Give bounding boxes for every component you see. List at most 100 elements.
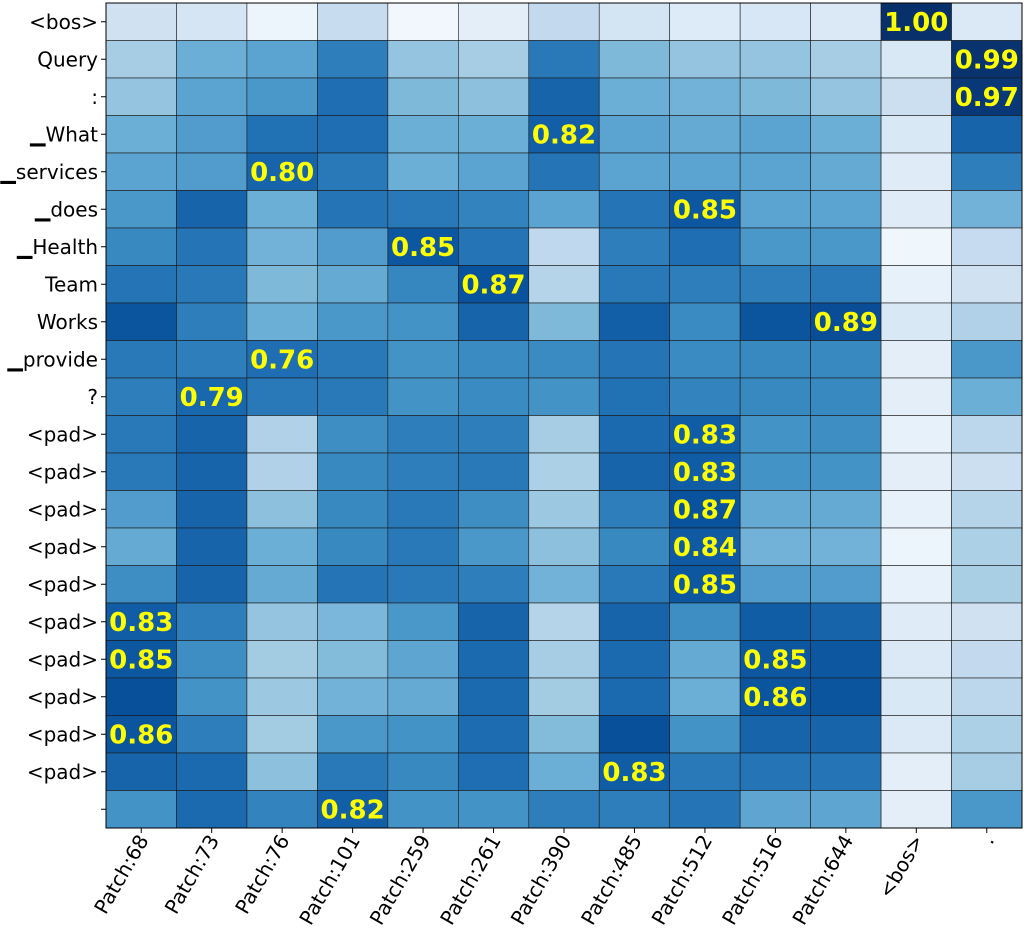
cell-value-label: 0.80	[250, 158, 314, 188]
cell-value-label: 0.76	[250, 345, 314, 375]
heatmap-cell	[739, 40, 811, 79]
heatmap-cell	[598, 565, 670, 604]
heatmap-cell	[810, 152, 882, 191]
heatmap-cell	[739, 2, 811, 41]
y-tick-label: <pad>	[27, 460, 98, 484]
heatmap-cell	[105, 527, 177, 566]
cell-value-label: 0.85	[673, 570, 737, 600]
heatmap-cell	[246, 752, 318, 791]
x-tick-label: Patch:68	[89, 831, 153, 918]
heatmap-cell	[246, 565, 318, 604]
heatmap-cell	[880, 415, 952, 454]
heatmap-cell	[810, 2, 882, 41]
cell-value-label: 0.83	[673, 458, 737, 488]
heatmap-cell	[810, 340, 882, 379]
heatmap-cell	[246, 227, 318, 266]
heatmap-cell	[458, 340, 530, 379]
heatmap-cell	[528, 227, 600, 266]
heatmap-cell	[176, 227, 248, 266]
heatmap-cell	[598, 790, 670, 829]
heatmap-cell	[528, 677, 600, 716]
y-tick-label: <pad>	[27, 497, 98, 521]
heatmap-cell	[317, 602, 389, 641]
heatmap-cell	[528, 152, 600, 191]
heatmap-cell	[176, 2, 248, 41]
heatmap-cell	[105, 677, 177, 716]
heatmap-cell	[317, 490, 389, 529]
heatmap-cell	[598, 715, 670, 754]
x-axis: Patch:68 Patch:73 Patch:76 Patch:101 Patch:2…	[89, 828, 999, 929]
heatmap-cell	[105, 40, 177, 79]
heatmap-cell	[246, 77, 318, 116]
y-tick-label: <pad>	[27, 722, 98, 746]
heatmap-cell	[246, 527, 318, 566]
heatmap-cell	[458, 227, 530, 266]
heatmap-cell	[880, 152, 952, 191]
cell-value-label: 0.79	[180, 383, 244, 413]
heatmap-cell	[669, 77, 741, 116]
heatmap-cell	[105, 452, 177, 491]
cell-value-label: 0.86	[109, 720, 173, 750]
heatmap-cell	[176, 77, 248, 116]
heatmap-cell	[880, 565, 952, 604]
heatmap-cell	[246, 2, 318, 41]
heatmap-cell	[246, 115, 318, 154]
heatmap-cell	[387, 152, 459, 191]
heatmap-cell	[246, 190, 318, 229]
heatmap-cell	[246, 152, 318, 191]
heatmap-cell	[880, 265, 952, 304]
heatmap-cell	[387, 340, 459, 379]
heatmap-cell	[387, 715, 459, 754]
heatmap-cell	[810, 265, 882, 304]
heatmap-cell	[739, 677, 811, 716]
heatmap-cell	[669, 152, 741, 191]
cell-value-label: 0.84	[673, 533, 737, 563]
heatmap-cell	[598, 677, 670, 716]
heatmap-cell	[176, 715, 248, 754]
heatmap-cell	[105, 490, 177, 529]
heatmap-cell	[317, 2, 389, 41]
x-tick-label: Patch:485	[576, 831, 647, 929]
heatmap-cell	[739, 752, 811, 791]
y-axis: <bos> Query: ▁What ▁services ▁does ▁Health Tea…	[0, 10, 106, 810]
y-tick-label: ▁Health	[16, 235, 98, 259]
heatmap-cell	[387, 752, 459, 791]
cell-value-label: 0.85	[673, 195, 737, 225]
heatmap-cell	[528, 527, 600, 566]
cell-value-label: 0.82	[321, 795, 385, 825]
heatmap-cell	[105, 265, 177, 304]
heatmap-cell	[810, 527, 882, 566]
heatmap-cell	[739, 452, 811, 491]
heatmap-cell	[528, 265, 600, 304]
heatmap-cell	[528, 2, 600, 41]
x-tick-label: Patch:259	[365, 831, 436, 929]
heatmap-cell	[105, 2, 177, 41]
heatmap-cell	[105, 752, 177, 791]
heatmap-cell	[105, 302, 177, 341]
heatmap-cell	[387, 77, 459, 116]
heatmap-cell	[176, 377, 248, 416]
heatmap-cell	[598, 115, 670, 154]
heatmap-cell	[951, 377, 1023, 416]
heatmap-cell	[598, 415, 670, 454]
heatmap-cell	[951, 565, 1023, 604]
heatmap-cell	[669, 227, 741, 266]
heatmap-cell	[528, 40, 600, 79]
cell-value-label: 0.87	[673, 495, 737, 525]
heatmap-cell	[739, 565, 811, 604]
heatmap-cell	[598, 302, 670, 341]
heatmap-cell	[317, 640, 389, 679]
heatmap-cell	[387, 640, 459, 679]
heatmap-cell	[176, 152, 248, 191]
heatmap-cell	[176, 340, 248, 379]
x-tick-label: Patch:101	[294, 831, 365, 929]
heatmap-cell	[458, 452, 530, 491]
heatmap-cell	[810, 752, 882, 791]
heatmap-cell	[669, 565, 741, 604]
y-tick-label: <pad>	[27, 422, 98, 446]
heatmap-cell	[387, 302, 459, 341]
heatmap-cell	[317, 77, 389, 116]
heatmap-cell	[387, 790, 459, 829]
heatmap-cell	[880, 115, 952, 154]
heatmap-cell	[528, 565, 600, 604]
